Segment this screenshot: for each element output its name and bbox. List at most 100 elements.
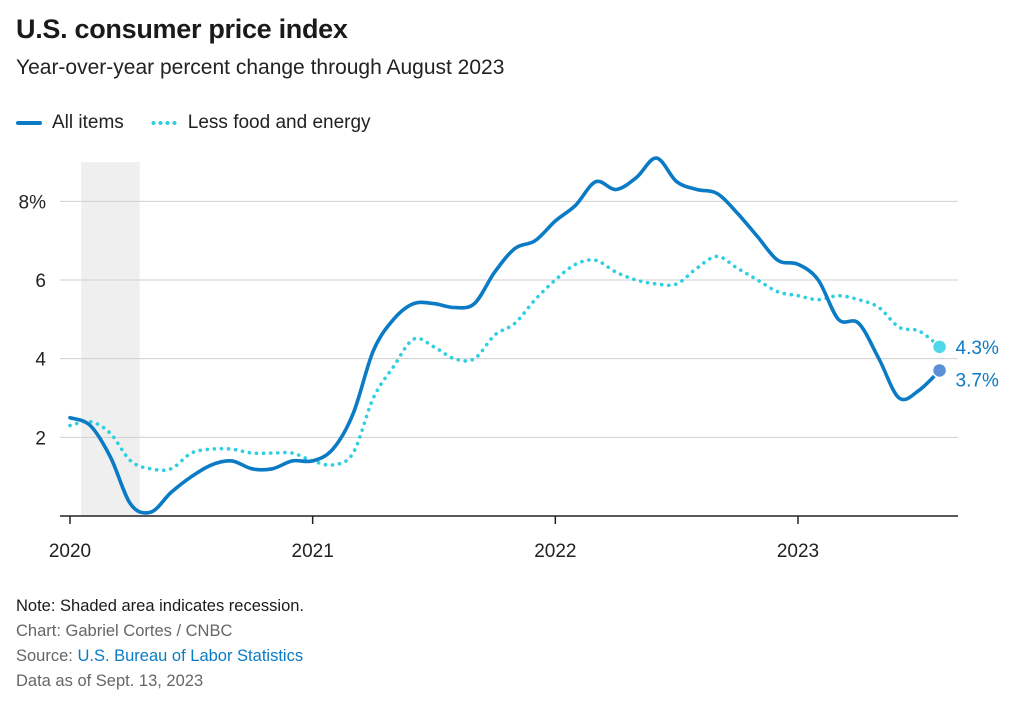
end-marker-core — [931, 339, 948, 355]
x-tick-label: 2023 — [777, 541, 819, 562]
data-point-all-items — [169, 490, 173, 494]
data-point-core — [250, 451, 254, 455]
data-point-all-items — [816, 278, 820, 282]
source-line: Source: U.S. Bureau of Labor Statistics — [16, 644, 304, 669]
data-point-core — [149, 467, 153, 471]
data-point-all-items — [129, 502, 133, 506]
data-point-core — [675, 282, 679, 286]
data-point-core — [108, 431, 112, 435]
data-point-all-items — [735, 211, 739, 215]
x-tick-label: 2020 — [49, 541, 91, 562]
data-point-all-items — [836, 317, 840, 321]
data-point-all-items — [412, 302, 416, 306]
data-point-core — [392, 365, 396, 369]
data-point-all-items — [311, 459, 315, 463]
data-point-all-items — [553, 219, 557, 223]
data-point-core — [877, 306, 881, 310]
data-point-all-items — [857, 321, 861, 325]
data-point-all-items — [513, 247, 517, 251]
data-point-core — [68, 424, 72, 428]
data-point-all-items — [877, 357, 881, 361]
data-point-core — [452, 357, 456, 361]
data-point-core — [432, 345, 436, 349]
data-point-core — [776, 290, 780, 294]
data-point-all-items — [715, 191, 719, 195]
data-point-core — [412, 337, 416, 341]
legend-label-core: Less food and energy — [187, 112, 371, 133]
data-point-all-items — [654, 156, 658, 160]
data-point-all-items — [149, 510, 153, 514]
data-point-core — [472, 357, 476, 361]
legend-label-all-items: All items — [52, 112, 124, 133]
data-point-core — [553, 278, 557, 282]
data-point-core — [331, 463, 335, 467]
source-prefix: Source: — [16, 647, 78, 665]
data-point-all-items — [533, 239, 537, 243]
data-point-core — [857, 298, 861, 302]
data-point-all-items — [68, 416, 72, 420]
data-point-all-items — [230, 459, 234, 463]
data-point-all-items — [432, 302, 436, 306]
data-point-all-items — [452, 306, 456, 310]
data-point-core — [756, 278, 760, 282]
data-point-all-items — [695, 188, 699, 192]
chart-subtitle: Year-over-year percent change through Au… — [16, 56, 505, 79]
legend-item-all-items: All items — [16, 112, 124, 134]
end-marker-all-items — [931, 362, 948, 379]
data-point-core — [796, 294, 800, 298]
recession-note: Note: Shaded area indicates recession. — [16, 597, 305, 615]
data-date: Data as of Sept. 13, 2023 — [16, 672, 204, 690]
legend: All items Less food and energy — [16, 112, 397, 134]
y-tick-label: 6 — [35, 271, 46, 292]
data-point-core — [129, 459, 133, 463]
data-point-core — [513, 321, 517, 325]
data-point-core — [210, 447, 214, 451]
data-point-all-items — [796, 262, 800, 266]
y-tick-label: 4 — [35, 350, 46, 371]
data-point-core — [836, 294, 840, 298]
data-point-all-items — [392, 317, 396, 321]
series-line-core — [68, 254, 942, 473]
legend-swatch-core — [149, 121, 178, 125]
data-point-all-items — [351, 412, 355, 416]
data-point-core — [290, 451, 294, 455]
legend-item-core: Less food and energy — [149, 112, 371, 134]
data-point-all-items — [108, 455, 112, 459]
end-label-core: 4.3% — [956, 338, 999, 359]
data-point-all-items — [756, 235, 760, 239]
data-point-core — [897, 325, 901, 329]
y-tick-label: 8% — [19, 192, 47, 213]
x-tick-label: 2022 — [534, 541, 576, 562]
end-label-all-items: 3.7% — [956, 370, 999, 391]
data-point-core — [634, 278, 638, 282]
data-point-core — [189, 451, 193, 455]
data-point-all-items — [371, 349, 375, 353]
data-point-all-items — [574, 203, 578, 207]
data-point-core — [614, 270, 618, 274]
data-point-core — [533, 298, 537, 302]
data-point-core — [715, 254, 719, 258]
data-point-all-items — [917, 388, 921, 392]
source-link[interactable]: U.S. Bureau of Labor Statistics — [77, 647, 304, 665]
data-point-all-items — [614, 188, 618, 192]
series-line-all-items — [68, 156, 942, 515]
data-point-core — [695, 266, 699, 270]
data-point-all-items — [897, 396, 901, 400]
data-point-all-items — [776, 258, 780, 262]
data-point-all-items — [290, 459, 294, 463]
footer-notes: Note: Shaded area indicates recession. C… — [16, 594, 304, 694]
x-tick-label: 2021 — [292, 541, 334, 562]
data-point-all-items — [210, 463, 214, 467]
data-point-all-items — [594, 180, 598, 184]
data-point-core — [493, 333, 497, 337]
chart-title: U.S. consumer price index — [16, 14, 348, 44]
data-point-core — [270, 451, 274, 455]
data-point-core — [816, 298, 820, 302]
data-point-core — [654, 282, 658, 286]
data-point-core — [594, 258, 598, 262]
data-point-core — [169, 467, 173, 471]
data-point-core — [917, 329, 921, 333]
data-point-all-items — [189, 475, 193, 479]
data-point-core — [574, 262, 578, 266]
